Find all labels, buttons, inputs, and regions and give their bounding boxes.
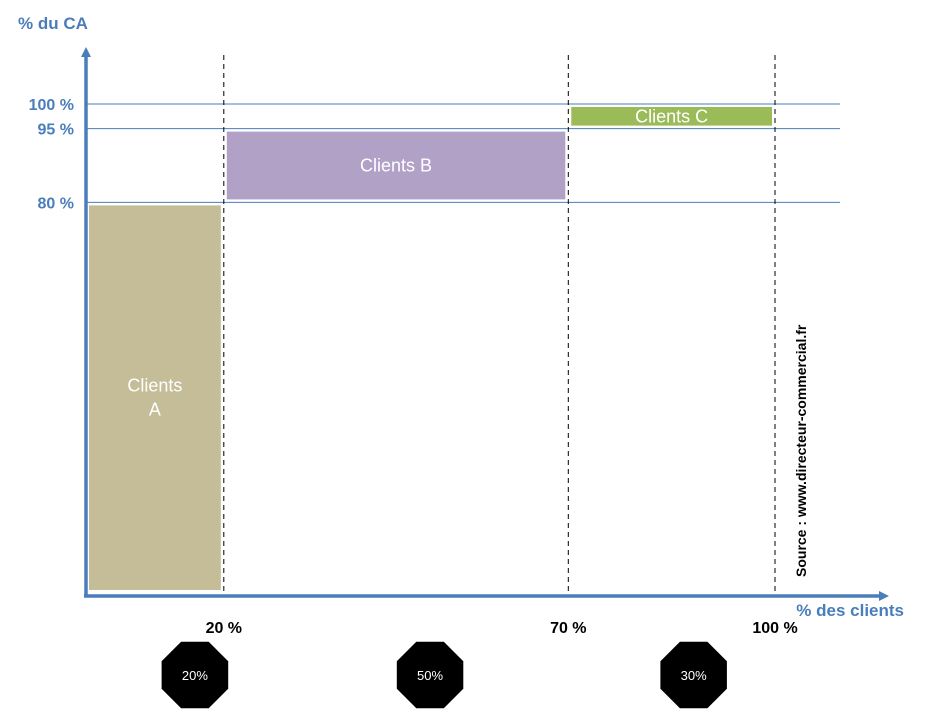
bar-clients-a [89, 205, 221, 590]
badge-20pct [161, 641, 229, 709]
bar-label-clients-a: Clients [127, 376, 182, 396]
y-tick-label-95: 95 % [38, 122, 74, 139]
x-axis-title: % des clients [796, 601, 904, 620]
y-axis-title: % du CA [18, 14, 88, 33]
bar-clients-c [571, 107, 772, 126]
badge-30pct [660, 641, 727, 709]
badge-label-30pct: 30% [681, 668, 707, 683]
share-badges: 20% 50% 30% [161, 641, 727, 709]
bar-clients-b [226, 131, 566, 200]
dashed-guides [223, 55, 776, 596]
x-tick-label-100: 100 % [752, 620, 797, 637]
x-tick-label-20: 20 % [206, 620, 242, 637]
y-tick-label-80: 80 % [38, 195, 74, 212]
x-tick-label-70: 70 % [550, 620, 586, 637]
source-note: Source : www.directeur-commercial.fr [793, 324, 809, 577]
x-tick-labels: 20 % 70 % 100 % [206, 620, 798, 637]
segments: Clients A Clients B Clients C [89, 106, 772, 590]
y-tick-label-100: 100 % [29, 97, 74, 114]
badge-50pct [396, 641, 464, 709]
badge-label-50pct: 50% [417, 668, 443, 683]
bar-label-clients-c: Clients C [635, 106, 708, 126]
gridlines [86, 103, 840, 203]
y-tick-labels: 80 % 95 % 100 % [29, 97, 74, 212]
bar-label-clients-a: A [149, 400, 161, 420]
bar-label-clients-b: Clients B [360, 156, 432, 176]
badge-label-20pct: 20% [182, 668, 208, 683]
